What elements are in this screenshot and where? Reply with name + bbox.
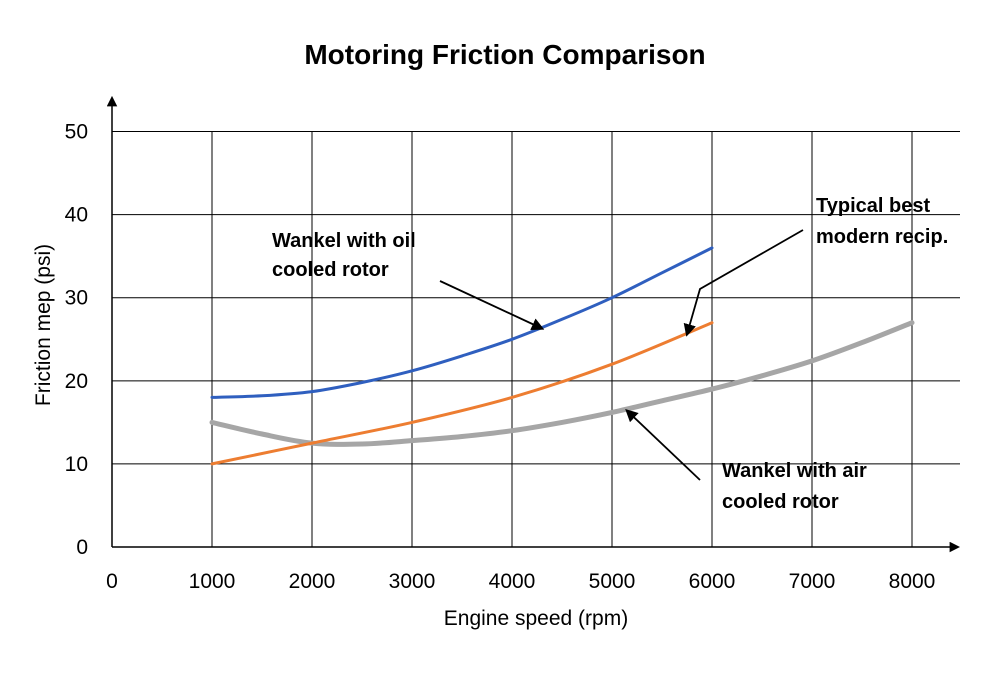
series-line-air-cooled (209, 320, 915, 447)
x-tick-label: 3000 (389, 570, 436, 593)
annotation: Wankel with air cooled rotor (625, 408, 867, 513)
annotation-text: Wankel with air (722, 460, 867, 482)
series-line-recip (210, 321, 714, 466)
annotation: Wankel with oil cooled rotor (272, 230, 545, 330)
annotation-text: modern recip. (816, 226, 948, 248)
y-tick-label: 10 (65, 453, 88, 476)
x-axis-label: Engine speed (rpm) (444, 607, 628, 630)
x-tick-label: 2000 (289, 570, 336, 593)
y-tick-label: 20 (65, 370, 88, 393)
x-tick-label: 4000 (489, 570, 536, 593)
y-axis-label: Friction mep (psi) (32, 244, 55, 406)
x-tick-label: 5000 (589, 570, 636, 593)
chart-title: Motoring Friction Comparison (304, 39, 705, 70)
annotation-text: Typical best (816, 195, 930, 217)
series-lines (209, 246, 915, 466)
y-tick-labels: 0 10 20 30 40 50 (65, 121, 88, 559)
axes (106, 95, 961, 553)
y-tick-label: 50 (65, 121, 88, 144)
annotation-arrow (439, 280, 545, 330)
x-tick-label: 0 (106, 570, 118, 593)
grid (112, 131, 960, 547)
annotations: Wankel with oil cooled rotor Typical best m… (272, 195, 948, 513)
x-tick-label: 1000 (189, 570, 236, 593)
annotation-text: cooled rotor (272, 259, 389, 281)
y-tick-label: 40 (65, 204, 88, 227)
annotation-text: Wankel with oil (272, 230, 416, 252)
x-tick-label: 6000 (689, 570, 736, 593)
annotation: Typical best modern recip. (683, 195, 948, 337)
annotation-arrow (625, 408, 701, 481)
x-tick-label: 8000 (889, 570, 936, 593)
y-tick-label: 30 (65, 287, 88, 310)
y-tick-label: 0 (76, 536, 88, 559)
x-tick-label: 7000 (789, 570, 836, 593)
annotation-text: cooled rotor (722, 491, 839, 513)
x-tick-labels: 0 1000 2000 3000 4000 5000 6000 7000 8000 (106, 570, 935, 593)
series-line-oil-cooled (210, 246, 714, 399)
annotation-arrow (683, 229, 804, 337)
